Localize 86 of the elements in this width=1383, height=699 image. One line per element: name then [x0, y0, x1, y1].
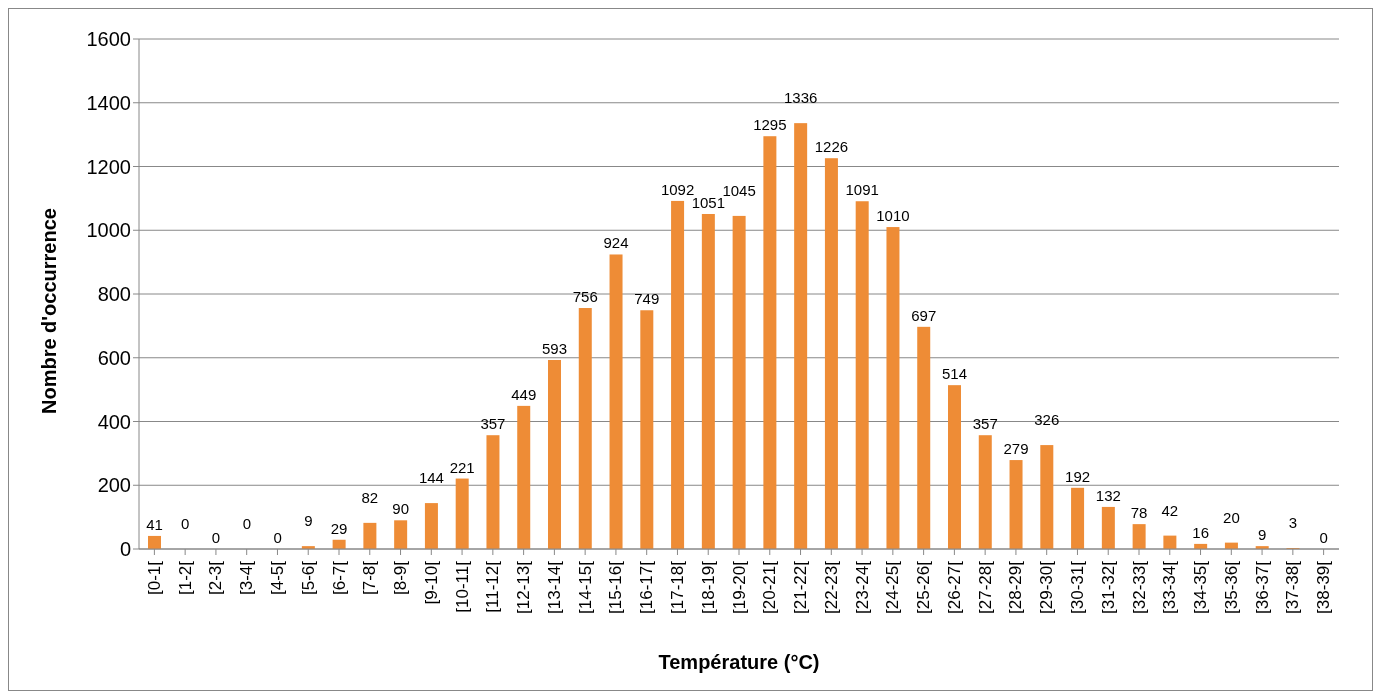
data-label: 449 [511, 385, 537, 403]
data-label: 1226 [814, 138, 849, 156]
data-label: 1336 [783, 89, 818, 107]
x-tick-label: [0-1[ [144, 560, 164, 596]
data-label: 78 [1130, 504, 1148, 522]
x-tick-label: [17-18[ [667, 560, 687, 614]
data-label: 924 [603, 234, 629, 252]
data-label: 0 [211, 529, 221, 546]
y-tick-label: 200 [97, 474, 131, 497]
data-label: 9 [304, 512, 313, 530]
x-tick-label: [32-33[ [1129, 560, 1149, 614]
data-label: 82 [361, 488, 379, 506]
x-tick-label: [18-19[ [698, 560, 718, 614]
y-tick-label: 1600 [86, 28, 131, 51]
data-label: 3 [1288, 514, 1298, 532]
x-axis-title: Température (°C) [658, 651, 820, 673]
data-label: 1295 [753, 116, 787, 134]
y-tick-label: 1200 [86, 155, 131, 178]
x-tick-label: [27-28[ [975, 560, 995, 614]
x-tick-label: [30-31[ [1067, 560, 1087, 614]
data-label: 326 [1034, 411, 1060, 429]
data-label: 697 [911, 306, 937, 324]
y-tick-label: 0 [119, 538, 131, 561]
x-tick-label: [37-38[ [1283, 560, 1303, 614]
data-label: 144 [418, 469, 444, 487]
y-tick-label: 600 [97, 346, 131, 369]
x-tick-label: [13-14[ [544, 560, 564, 614]
data-label: 16 [1192, 523, 1209, 541]
data-label: 192 [1065, 467, 1091, 485]
data-label: 756 [572, 288, 598, 306]
data-label: 1010 [876, 207, 910, 225]
data-label: 357 [480, 415, 506, 433]
x-tick-label: [12-13[ [514, 560, 534, 614]
x-tick-label: [9-10[ [421, 560, 441, 605]
data-label: 593 [541, 339, 568, 357]
data-label: 0 [181, 515, 190, 532]
data-label: 0 [1319, 529, 1328, 546]
x-tick-label: [25-26[ [914, 560, 934, 614]
x-tick-label: [5-6[ [298, 560, 318, 596]
data-label: 0 [242, 515, 251, 532]
x-tick-label: [22-23[ [821, 560, 841, 614]
data-label: 41 [146, 515, 163, 533]
y-axis-title: Nombre d'occurrence [38, 208, 61, 414]
x-tick-label: [4-5[ [267, 560, 287, 596]
x-tick-label: [29-30[ [1037, 560, 1057, 614]
data-label: 0 [273, 529, 282, 546]
data-label: 514 [941, 365, 968, 383]
x-tick-label: [21-22[ [791, 560, 811, 614]
y-tick-label: 1000 [86, 219, 131, 242]
data-label: 29 [330, 519, 348, 537]
x-tick-label: [23-24[ [852, 560, 872, 614]
data-label: 9 [1258, 526, 1267, 544]
data-label: 357 [972, 415, 998, 433]
data-label: 90 [392, 500, 409, 518]
data-label: 1091 [845, 181, 879, 199]
data-label: 42 [1161, 501, 1179, 519]
data-label: 279 [1003, 440, 1029, 458]
data-label: 20 [1223, 508, 1240, 526]
x-tick-label: [19-20[ [729, 560, 749, 614]
x-tick-label: [28-29[ [1006, 560, 1026, 614]
x-tick-label: [14-15[ [575, 560, 595, 614]
x-tick-label: [20-21[ [760, 560, 780, 614]
y-tick-label: 1400 [86, 91, 131, 114]
x-tick-label: [38-39[ [1314, 560, 1334, 614]
x-tick-label: [33-34[ [1160, 560, 1180, 614]
data-label: 132 [1095, 486, 1121, 504]
x-tick-label: [8-9[ [391, 560, 411, 596]
data-label: 221 [449, 458, 475, 476]
x-tick-label: [35-36[ [1221, 560, 1241, 614]
x-tick-label: [1-2[ [175, 560, 195, 596]
data-label: 749 [634, 290, 660, 308]
y-tick-label: 400 [97, 410, 131, 433]
x-tick-label: [7-8[ [360, 560, 380, 596]
x-tick-label: [31-32[ [1098, 560, 1118, 614]
x-tick-label: [26-27[ [944, 560, 964, 614]
x-tick-label: [3-4[ [237, 560, 257, 596]
x-tick-label: [24-25[ [883, 560, 903, 614]
x-tick-label: [10-11[ [452, 560, 472, 613]
x-tick-label: [16-17[ [637, 560, 657, 614]
x-tick-label: [15-16[ [606, 560, 626, 614]
x-tick-label: [34-35[ [1191, 560, 1211, 614]
x-tick-label: [2-3[ [206, 560, 226, 596]
x-tick-label: [36-37[ [1252, 560, 1272, 614]
y-tick-label: 800 [97, 283, 131, 306]
x-tick-label: [6-7[ [329, 560, 349, 596]
x-tick-label: [11-12[ [483, 560, 503, 613]
